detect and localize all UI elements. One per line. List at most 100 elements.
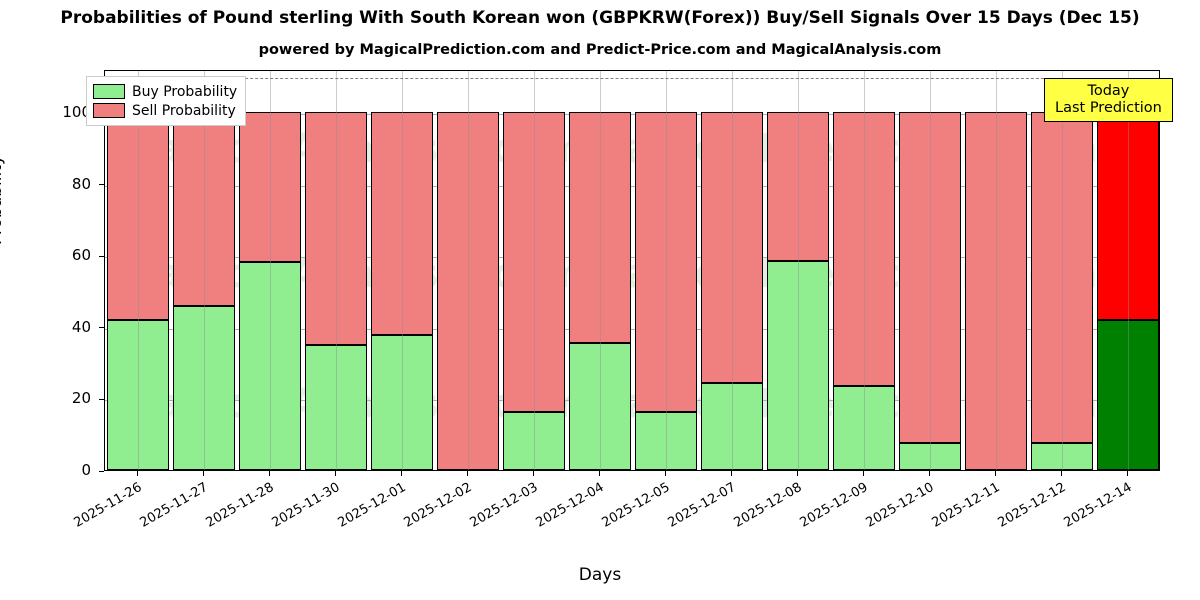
bar-group[interactable] xyxy=(1097,71,1159,470)
bar-group[interactable] xyxy=(239,71,301,470)
gridline-vertical xyxy=(1128,71,1129,470)
chart-legend: Buy Probability Sell Probability xyxy=(86,76,247,126)
today-annotation-line1: Today xyxy=(1087,83,1130,99)
plot-area: MagicalAnalysis.comMagicalPrediction.com… xyxy=(104,70,1160,471)
legend-label-sell: Sell Probability xyxy=(132,102,236,119)
bar-segment-sell[interactable] xyxy=(899,111,961,444)
gridline-vertical xyxy=(732,71,733,470)
x-axis-tick xyxy=(334,471,336,476)
bar-segment-buy[interactable] xyxy=(107,319,169,470)
gridline-vertical xyxy=(666,71,667,470)
x-axis-tick xyxy=(136,471,138,476)
y-axis-title: Probability xyxy=(0,155,6,245)
bar-segment-buy[interactable] xyxy=(635,411,697,470)
bar-segment-sell[interactable] xyxy=(1031,111,1093,444)
gridline-horizontal xyxy=(105,400,1159,402)
bar-segment-sell[interactable] xyxy=(371,111,433,335)
x-axis-tick xyxy=(730,471,732,476)
bar-segment-sell[interactable] xyxy=(173,111,235,306)
bar-segment-buy[interactable] xyxy=(503,411,565,470)
gridline-horizontal xyxy=(105,113,1159,115)
bar-segment-buy[interactable] xyxy=(1097,319,1159,470)
bar-segment-sell[interactable] xyxy=(1097,111,1159,320)
x-axis-title: Days xyxy=(578,565,622,585)
gridline-vertical xyxy=(864,71,865,470)
bar-segment-sell[interactable] xyxy=(833,111,895,386)
y-axis-tick-label: 100 xyxy=(62,102,91,121)
x-axis-tick xyxy=(1060,471,1062,476)
chart-subtitle: powered by MagicalPrediction.com and Pre… xyxy=(258,42,942,58)
y-axis-tick xyxy=(99,398,104,401)
y-axis-tick-label: 0 xyxy=(81,461,91,479)
legend-item-buy: Buy Probability xyxy=(93,82,237,101)
x-axis-tick xyxy=(598,471,600,476)
x-axis-tick xyxy=(928,471,930,476)
x-axis-tick xyxy=(1126,471,1128,476)
x-axis-tick xyxy=(994,471,996,476)
gridline-vertical xyxy=(336,71,337,470)
y-axis-tick-label: 40 xyxy=(71,317,91,336)
x-axis-tick xyxy=(400,471,402,476)
bar-segment-sell[interactable] xyxy=(239,111,301,263)
bar-group[interactable] xyxy=(173,71,235,470)
bar-group[interactable] xyxy=(371,71,433,470)
gridline-vertical xyxy=(138,71,139,470)
bar-segment-sell[interactable] xyxy=(569,111,631,343)
legend-label-buy: Buy Probability xyxy=(132,83,238,100)
bar-segment-buy[interactable] xyxy=(371,334,433,470)
bar-segment-sell[interactable] xyxy=(437,111,499,470)
y-axis-tick-label: 80 xyxy=(71,174,91,193)
bar-segment-sell[interactable] xyxy=(503,111,565,412)
bar-group[interactable] xyxy=(635,71,697,470)
gridline-vertical xyxy=(600,71,601,470)
bar-group[interactable] xyxy=(437,71,499,470)
legend-swatch-buy-icon xyxy=(93,84,125,99)
bar-segment-buy[interactable] xyxy=(569,342,631,470)
gridline-horizontal xyxy=(105,257,1159,259)
bar-segment-sell[interactable] xyxy=(701,111,763,383)
gridline-vertical xyxy=(534,71,535,470)
gridline-vertical xyxy=(1062,71,1063,470)
bar-segment-buy[interactable] xyxy=(1031,443,1093,470)
bar-group[interactable] xyxy=(899,71,961,470)
gridline-vertical xyxy=(930,71,931,470)
bar-group[interactable] xyxy=(833,71,895,470)
x-axis-tick xyxy=(796,471,798,476)
x-axis-tick xyxy=(466,471,468,476)
x-axis-tick xyxy=(202,471,204,476)
bar-segment-buy[interactable] xyxy=(305,345,367,470)
legend-swatch-sell-icon xyxy=(93,103,125,118)
y-axis-tick xyxy=(99,327,104,329)
bar-segment-buy[interactable] xyxy=(239,262,301,470)
x-axis-tick xyxy=(532,471,534,476)
bar-group[interactable] xyxy=(965,71,1027,470)
bar-segment-sell[interactable] xyxy=(635,111,697,412)
bar-group[interactable] xyxy=(569,71,631,470)
gridline-vertical xyxy=(402,71,403,470)
bar-group[interactable] xyxy=(305,71,367,470)
bar-segment-buy[interactable] xyxy=(833,385,895,470)
gridline-vertical xyxy=(270,71,271,470)
bar-segment-sell[interactable] xyxy=(965,111,1027,470)
bar-group[interactable] xyxy=(503,71,565,470)
dashed-reference-line xyxy=(105,78,1159,80)
bar-segment-sell[interactable] xyxy=(305,111,367,346)
legend-item-sell: Sell Probability xyxy=(93,101,237,120)
gridline-vertical xyxy=(996,71,997,470)
bar-segment-buy[interactable] xyxy=(899,443,961,470)
bar-group[interactable] xyxy=(767,71,829,470)
bar-segment-buy[interactable] xyxy=(767,261,829,470)
page-title: Probabilities of Pound sterling With Sou… xyxy=(60,8,1140,28)
y-axis-tick xyxy=(99,470,104,472)
plot-inner: MagicalAnalysis.comMagicalPrediction.com… xyxy=(105,71,1159,470)
gridline-vertical xyxy=(468,71,469,470)
today-annotation: Today Last Prediction xyxy=(1044,78,1173,123)
bar-segment-buy[interactable] xyxy=(701,382,763,470)
gridline-horizontal xyxy=(105,328,1159,330)
bar-group[interactable] xyxy=(701,71,763,470)
gridline-horizontal xyxy=(105,185,1159,187)
bar-segment-buy[interactable] xyxy=(173,306,235,470)
bar-segment-sell[interactable] xyxy=(767,111,829,262)
bar-group[interactable] xyxy=(1031,71,1093,470)
